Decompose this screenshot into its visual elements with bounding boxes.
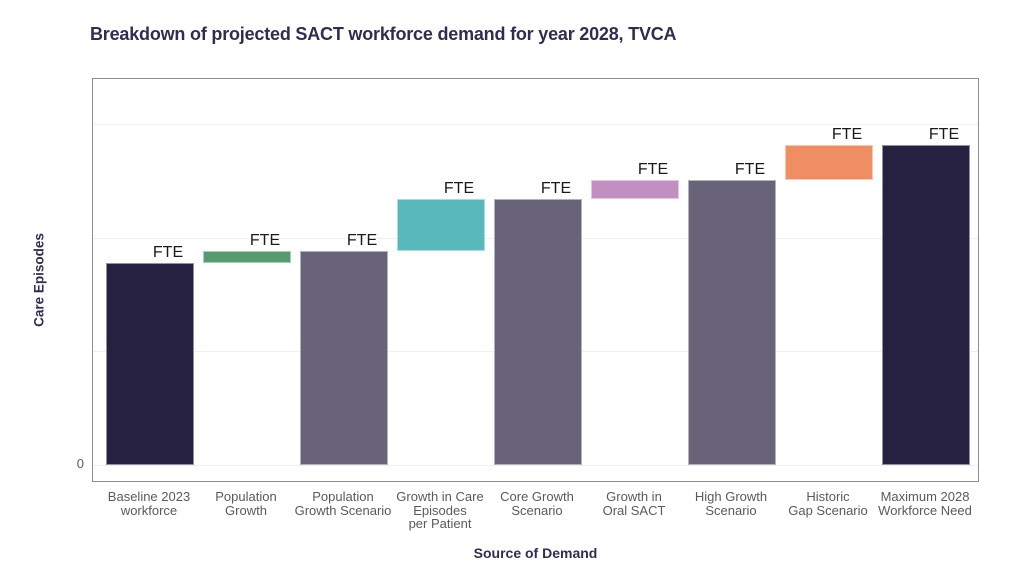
bar-value-label-1: FTE bbox=[152, 244, 184, 262]
x-tick-label-6: Growth in Oral SACT bbox=[602, 489, 666, 518]
x-tick-label-8: Historic Gap Scenario bbox=[788, 489, 868, 518]
y-tick-zero: 0 bbox=[76, 456, 84, 471]
x-axis-tick-labels: Baseline 2023 workforce Population Growth… bbox=[92, 490, 979, 536]
x-tick-label-9: Maximum 2028 Workforce Need bbox=[878, 489, 972, 518]
bar-value-label-5: FTE bbox=[540, 180, 572, 198]
waterfall-bar-1 bbox=[106, 263, 194, 466]
waterfall-bar-7 bbox=[688, 180, 776, 466]
x-tick-label-7: High Growth Scenario bbox=[694, 489, 768, 518]
y-axis-title: Care Episodes bbox=[31, 233, 47, 327]
bar-value-label-8: FTE bbox=[831, 125, 863, 143]
bar-value-label-7: FTE bbox=[734, 161, 766, 179]
x-tick-label-3: Population Growth Scenario bbox=[294, 489, 392, 518]
bar-value-label-9: FTE bbox=[928, 125, 960, 143]
x-tick-label-5: Core Growth Scenario bbox=[500, 489, 574, 518]
waterfall-bar-9 bbox=[882, 144, 970, 465]
x-tick-label-1: Baseline 2023 workforce bbox=[107, 489, 191, 518]
x-tick-label-4: Growth in Care Episodes per Patient bbox=[396, 489, 484, 531]
waterfall-bar-2 bbox=[203, 250, 291, 264]
x-axis-title: Source of Demand bbox=[473, 545, 598, 561]
bar-value-label-4: FTE bbox=[443, 180, 475, 198]
gridline-0 bbox=[93, 465, 978, 467]
waterfall-bar-6 bbox=[591, 180, 679, 200]
waterfall-bar-3 bbox=[300, 250, 388, 466]
waterfall-bar-4 bbox=[397, 199, 485, 251]
gridline-3 bbox=[93, 124, 978, 126]
bar-value-label-3: FTE bbox=[346, 231, 378, 249]
bar-value-label-6: FTE bbox=[637, 161, 669, 179]
waterfall-bar-5 bbox=[494, 199, 582, 466]
plot-panel: FTE FTE FTE FTE FTE FTE FTE FTE FTE bbox=[92, 78, 979, 482]
x-tick-label-2: Population Growth bbox=[215, 489, 277, 518]
bar-value-label-2: FTE bbox=[249, 231, 281, 249]
waterfall-bar-8 bbox=[785, 144, 873, 181]
chart-title: Breakdown of projected SACT workforce de… bbox=[90, 24, 677, 44]
